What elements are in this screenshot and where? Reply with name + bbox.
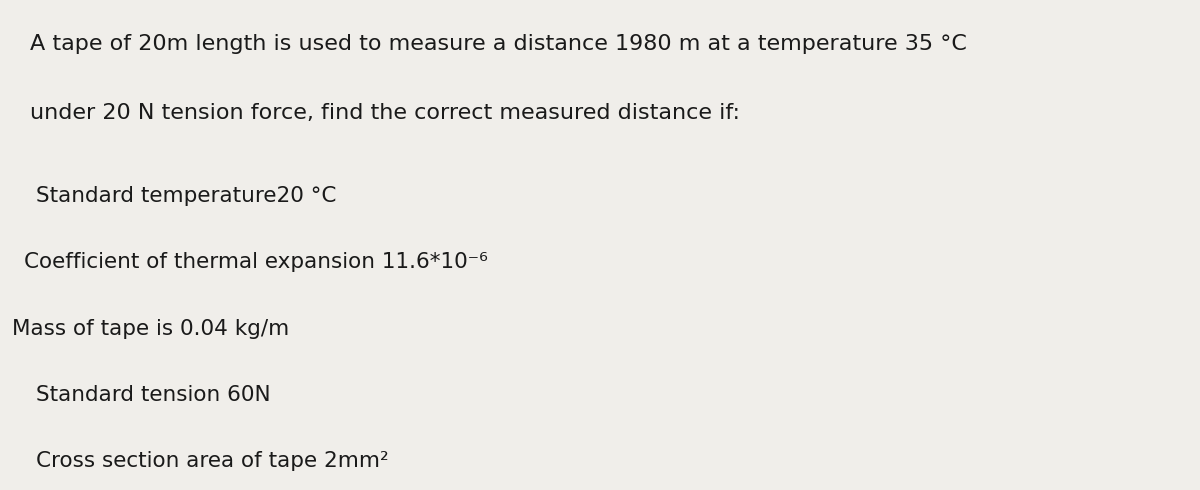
Text: Mass of tape is 0.04 kg/m: Mass of tape is 0.04 kg/m <box>12 318 289 339</box>
Text: under 20 N tension force, find the correct measured distance if:: under 20 N tension force, find the corre… <box>30 103 740 123</box>
Text: Standard tension 60N: Standard tension 60N <box>36 385 271 405</box>
Text: Cross section area of tape 2mm²: Cross section area of tape 2mm² <box>36 451 389 471</box>
Text: Standard temperature20 °C: Standard temperature20 °C <box>36 186 336 206</box>
Text: A tape of 20m length is used to measure a distance 1980 m at a temperature 35 °C: A tape of 20m length is used to measure … <box>30 34 967 54</box>
Text: Coefficient of thermal expansion 11.6*10⁻⁶: Coefficient of thermal expansion 11.6*10… <box>24 252 488 272</box>
